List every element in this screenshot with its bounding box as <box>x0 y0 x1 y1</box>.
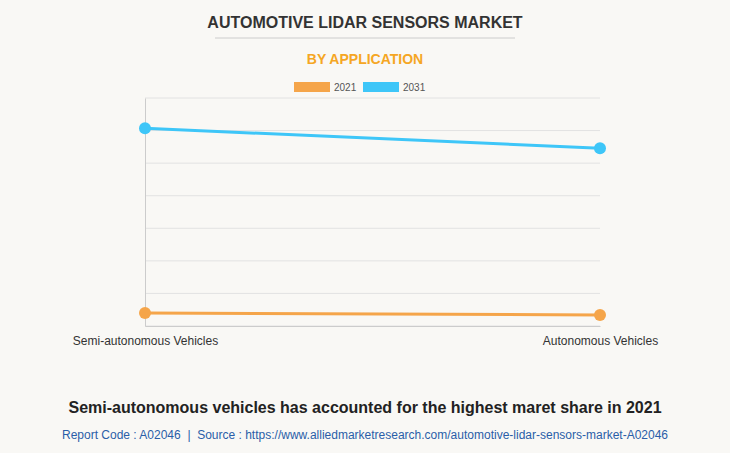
series-line <box>145 128 600 148</box>
x-tick: Autonomous Vehicles <box>543 326 658 348</box>
x-axis: Semi-autonomous Vehicles Autonomous Vehic… <box>73 326 658 348</box>
x-tick-label: Autonomous Vehicles <box>543 334 658 348</box>
subtitle: BY APPLICATION <box>307 51 423 67</box>
title: AUTOMOTIVE LIDAR SENSORS MARKET <box>207 14 523 31</box>
source-note: Report Code : A02046 | Source : https://… <box>62 428 668 442</box>
series-point <box>594 309 606 321</box>
legend-swatch <box>363 82 399 92</box>
x-tick-label: Semi-autonomous Vehicles <box>73 334 218 348</box>
legend-label: 2021 <box>334 82 357 93</box>
x-axis-line <box>146 326 601 327</box>
series-point <box>139 122 151 134</box>
series-line <box>145 313 600 315</box>
plot-area <box>139 122 606 321</box>
grid-line <box>145 163 600 164</box>
grid-line <box>145 195 600 196</box>
chart: AUTOMOTIVE LIDAR SENSORS MARKET BY APPLIC… <box>0 0 730 453</box>
grid-line <box>145 98 600 99</box>
legend-item: 2021 <box>294 82 357 93</box>
grid-line <box>145 293 600 294</box>
title-rule <box>215 38 515 39</box>
background <box>0 0 730 453</box>
caption: Semi-autonomous vehicles has accounted f… <box>68 399 661 416</box>
legend-swatch <box>294 82 330 92</box>
series-point <box>594 142 606 154</box>
grid-line <box>145 260 600 261</box>
grid-line <box>145 326 600 327</box>
x-tick: Semi-autonomous Vehicles <box>73 326 218 348</box>
legend-item: 2031 <box>363 82 426 93</box>
series-point <box>139 307 151 319</box>
legend-label: 2031 <box>403 82 426 93</box>
grid-line <box>145 228 600 229</box>
